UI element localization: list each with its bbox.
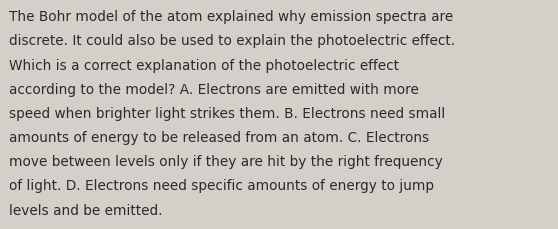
Text: The Bohr model of the atom explained why emission spectra are: The Bohr model of the atom explained why… [9,10,454,24]
Text: Which is a correct explanation of the photoelectric effect: Which is a correct explanation of the ph… [9,58,400,72]
Text: according to the model? A. Electrons are emitted with more: according to the model? A. Electrons are… [9,82,420,96]
Text: of light. D. Electrons need specific amounts of energy to jump: of light. D. Electrons need specific amo… [9,179,435,193]
Text: levels and be emitted.: levels and be emitted. [9,203,163,217]
Text: amounts of energy to be released from an atom. C. Electrons: amounts of energy to be released from an… [9,131,430,144]
Text: discrete. It could also be used to explain the photoelectric effect.: discrete. It could also be used to expla… [9,34,456,48]
Text: move between levels only if they are hit by the right frequency: move between levels only if they are hit… [9,155,443,169]
Text: speed when brighter light strikes them. B. Electrons need small: speed when brighter light strikes them. … [9,106,446,120]
